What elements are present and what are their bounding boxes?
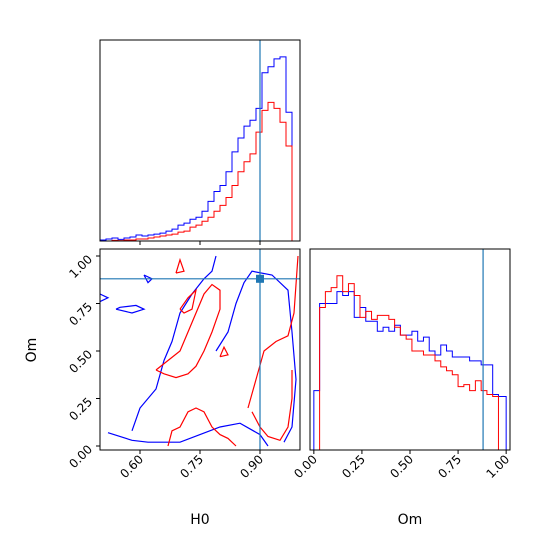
y-axis-label-om: Om (24, 338, 40, 363)
contour-blue (115, 304, 146, 314)
axes-frame (309, 248, 511, 451)
y-tick-label: 0.75 (66, 300, 95, 329)
y-tick-label: 0.50 (66, 347, 95, 376)
histogram-step-blue (99, 56, 298, 242)
x-tick-label: 0.50 (387, 452, 416, 481)
y-tick-label: 0.25 (66, 395, 95, 424)
x-tick-label: 0.75 (177, 452, 206, 481)
contour-blue (131, 255, 217, 431)
contour-red (155, 283, 221, 379)
contour-red (175, 257, 185, 274)
histogram-step-blue (313, 291, 507, 450)
contour-red (219, 345, 229, 358)
contour-red (247, 255, 299, 409)
x-tick-label: 0.60 (117, 452, 146, 481)
om-marginal-panel: 0.00 0.25 0.50 0.75 1.00 (291, 248, 512, 481)
contour-red (179, 288, 197, 314)
contour-red (167, 407, 237, 447)
x-tick-label: 0.90 (237, 452, 266, 481)
x-axis-label-h0: H0 (190, 512, 209, 528)
y-tick-label: 0.00 (66, 442, 95, 471)
h0-marginal-panel (99, 39, 301, 245)
h0-om-contour-panel: 0.60 0.75 0.90 0.00 0.25 0.50 0.75 1.00 (66, 248, 301, 481)
contour-blue (100, 293, 110, 303)
x-axis-label-om: Om (398, 512, 423, 528)
x-tick-label: 0.00 (291, 452, 320, 481)
histogram-step-red (313, 275, 507, 451)
x-tick-label: 1.00 (483, 452, 512, 481)
x-tick-label: 0.25 (339, 452, 368, 481)
truth-point-marker (256, 274, 264, 283)
contour-blue (107, 422, 269, 447)
contour-blue (215, 270, 297, 443)
histogram-step-red (100, 101, 298, 242)
contour-group (100, 255, 299, 447)
contour-red (251, 370, 293, 442)
x-tick-label: 0.75 (435, 452, 464, 481)
y-tick-label: 1.00 (66, 252, 95, 281)
axes-frame (99, 39, 301, 242)
